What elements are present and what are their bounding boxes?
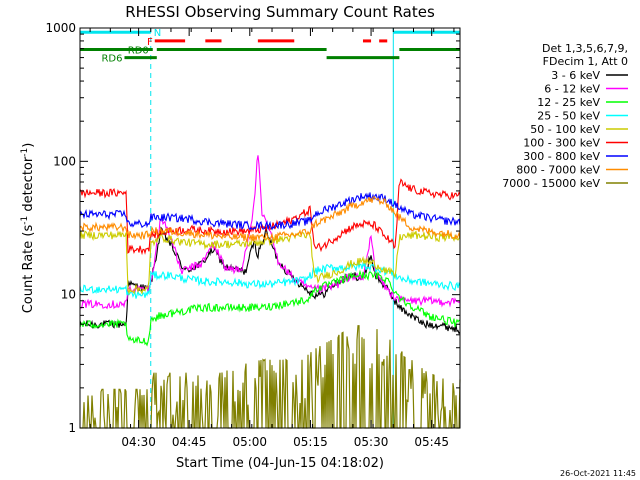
plot-frame bbox=[79, 27, 461, 429]
legend-label-4: 50 - 100 keV bbox=[530, 123, 600, 136]
x-tick-label-1: 04:45 bbox=[172, 435, 207, 449]
legend: Det 1,3,5,6,7,9, FDecim 1, Att 0 3 - 6 k… bbox=[502, 42, 628, 190]
y-axis-label: Count Rate (s-1 detector-1) bbox=[20, 143, 36, 314]
legend-label-5: 100 - 300 keV bbox=[523, 137, 600, 150]
y-tick-label-1: 10 bbox=[61, 288, 76, 302]
y-tick-label-2: 100 bbox=[53, 154, 76, 168]
flag-label-1: F bbox=[147, 37, 153, 48]
x-tick-label-3: 05:15 bbox=[293, 435, 328, 449]
flag-label-2: RD0 bbox=[128, 45, 149, 56]
series-line-3 bbox=[79, 260, 461, 299]
legend-header-1: Det 1,3,5,6,7,9, bbox=[542, 42, 628, 55]
legend-label-7: 800 - 7000 keV bbox=[516, 164, 600, 177]
legend-label-6: 300 - 800 keV bbox=[523, 150, 600, 163]
series-line-6 bbox=[79, 192, 461, 231]
x-axis-label: Start Time (04-Jun-15 04:18:02) bbox=[176, 456, 384, 471]
series-line-5 bbox=[79, 178, 461, 256]
legend-label-1: 6 - 12 keV bbox=[544, 83, 600, 96]
x-tick-label-4: 05:30 bbox=[354, 435, 389, 449]
x-tick-label-2: 05:00 bbox=[232, 435, 267, 449]
series-line-1 bbox=[79, 155, 461, 310]
series-line-7 bbox=[79, 196, 461, 243]
legend-label-8: 7000 - 15000 keV bbox=[502, 177, 600, 190]
flag-label-0: N bbox=[154, 28, 161, 39]
legend-label-3: 25 - 50 keV bbox=[537, 110, 600, 123]
axes: 1 10 100 1000 04:30 04:45 05:00 05:15 05:30 05:45 bbox=[45, 21, 460, 449]
y-tick-label-3: 1000 bbox=[45, 21, 76, 35]
legend-header-2: FDecim 1, Att 0 bbox=[543, 55, 628, 68]
series-line-8 bbox=[80, 325, 461, 429]
x-tick-label-5: 05:45 bbox=[414, 435, 449, 449]
y-tick-label-0: 1 bbox=[68, 421, 76, 435]
timestamp: 26-Oct-2021 11:45 bbox=[560, 469, 636, 478]
series-line-4 bbox=[79, 230, 461, 295]
series-line-2 bbox=[79, 269, 461, 347]
chart-title: RHESSI Observing Summary Count Rates bbox=[125, 3, 435, 21]
x-tick-label-0: 04:30 bbox=[121, 435, 156, 449]
legend-label-2: 12 - 25 keV bbox=[537, 96, 600, 109]
legend-label-0: 3 - 6 keV bbox=[551, 69, 600, 82]
flag-label-3: RD6 bbox=[101, 54, 122, 65]
